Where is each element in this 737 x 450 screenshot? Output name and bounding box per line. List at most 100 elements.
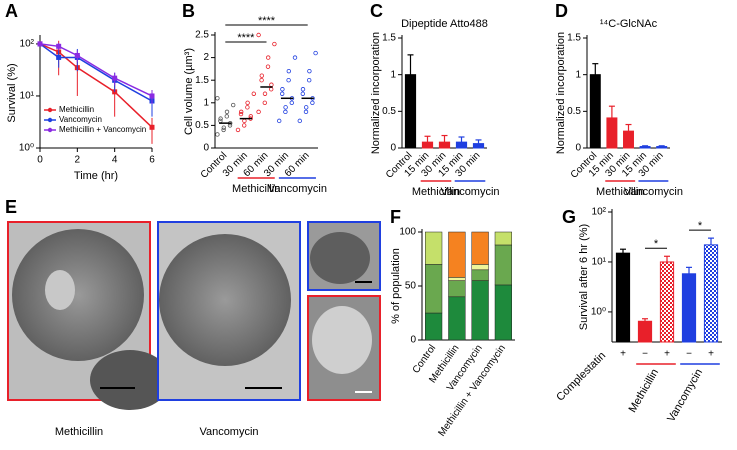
- dot: [218, 116, 223, 121]
- significance-label: ****: [258, 15, 276, 27]
- bar-segment: [494, 284, 512, 341]
- group-label: Vancomycin: [268, 183, 327, 195]
- y-tick-label: 1.5: [195, 75, 209, 86]
- panel-letter: C: [370, 1, 383, 21]
- y-tick-label: 1: [575, 69, 581, 80]
- bar: [589, 74, 601, 149]
- bar-segment: [448, 296, 466, 341]
- bar: [703, 244, 719, 343]
- dot: [307, 68, 312, 74]
- bar-segment: [425, 264, 443, 314]
- dot: [300, 91, 305, 96]
- group-label: Methicillin: [627, 367, 662, 415]
- bar-segment: [471, 231, 489, 265]
- dot: [277, 118, 282, 124]
- dot: [303, 109, 309, 115]
- bar: [404, 74, 417, 149]
- panel-letter: F: [390, 207, 401, 227]
- y-axis-label: Survival (%): [6, 63, 18, 122]
- bar-segment: [448, 231, 466, 278]
- cell: [310, 232, 370, 284]
- y-tick-label: 0: [575, 143, 581, 154]
- y-tick-label: 0: [203, 143, 209, 154]
- dot: [262, 91, 268, 96]
- vesicle: [312, 306, 372, 374]
- bar: [472, 143, 485, 149]
- bar: [606, 117, 618, 149]
- legend-marker: [47, 117, 53, 123]
- chart-title: ¹⁴C-GlcNAc: [600, 18, 658, 30]
- panel-letter: B: [182, 1, 195, 21]
- dot: [269, 82, 274, 87]
- x-tick-label: −: [642, 349, 648, 360]
- y-tick-label: 1: [203, 97, 209, 108]
- dot: [215, 96, 220, 101]
- dot: [265, 64, 271, 69]
- y-tick-label: 0.5: [195, 120, 209, 131]
- dot: [248, 114, 253, 119]
- cell: [90, 350, 170, 410]
- panel-e: E Methicillin Vancomycin: [5, 197, 381, 438]
- legend-marker: [47, 127, 53, 133]
- vesicle: [45, 270, 75, 310]
- group-label: Methicillin: [596, 186, 644, 198]
- y-tick-label: 0.5: [382, 106, 396, 117]
- dot: [292, 55, 298, 60]
- image-label: Methicillin: [55, 426, 103, 438]
- dot: [242, 118, 247, 124]
- x-tick-label: 4: [112, 155, 118, 166]
- dot: [221, 125, 226, 130]
- bar: [637, 320, 653, 343]
- dot: [221, 127, 226, 133]
- x-tick-label: 0: [37, 155, 43, 166]
- x-tick-label: 2: [75, 155, 81, 166]
- group-label: Vancomycin: [665, 367, 705, 424]
- x-tick-label: +: [708, 349, 714, 360]
- y-axis-label: Survival after 6 hr (%): [578, 224, 590, 330]
- dot: [313, 50, 318, 56]
- x-tick-label: +: [620, 349, 626, 360]
- dot: [224, 114, 229, 119]
- marker: [149, 124, 155, 130]
- bar: [656, 146, 668, 149]
- legend-label: Methicillin + Vancomycin: [59, 125, 146, 134]
- dot: [224, 109, 230, 115]
- image-label: Vancomycin: [199, 426, 258, 438]
- dot: [310, 100, 315, 105]
- y-tick-label: 10¹: [592, 257, 607, 268]
- y-tick-label: 50: [405, 281, 417, 292]
- bar-segment: [494, 244, 512, 286]
- dot: [286, 77, 291, 83]
- bar-segment: [471, 269, 489, 281]
- bar: [421, 141, 434, 149]
- y-tick-label: 10¹: [20, 91, 35, 102]
- group-label: Methicillin: [232, 183, 280, 195]
- marker: [74, 52, 80, 58]
- y-tick-label: 1.5: [567, 33, 581, 44]
- dot: [259, 77, 264, 83]
- x-tick-label: +: [664, 349, 670, 360]
- dot: [289, 100, 294, 105]
- y-tick-label: 2.5: [195, 30, 209, 41]
- legend-label: Vancomycin: [59, 115, 102, 124]
- dot: [238, 109, 244, 115]
- significance-label: ****: [237, 32, 255, 44]
- chart-title: Dipeptide Atto488: [401, 18, 488, 30]
- cell: [12, 229, 144, 361]
- dot: [238, 111, 244, 117]
- bar-segment: [494, 231, 512, 246]
- panel-letter: D: [555, 1, 568, 21]
- dot: [280, 91, 285, 96]
- marker: [112, 75, 118, 81]
- dot: [256, 109, 261, 115]
- bar-segment: [448, 280, 466, 298]
- bar: [455, 141, 468, 149]
- marker: [37, 41, 43, 47]
- panel-letter: G: [562, 207, 576, 227]
- y-tick-label: 10⁰: [19, 143, 34, 154]
